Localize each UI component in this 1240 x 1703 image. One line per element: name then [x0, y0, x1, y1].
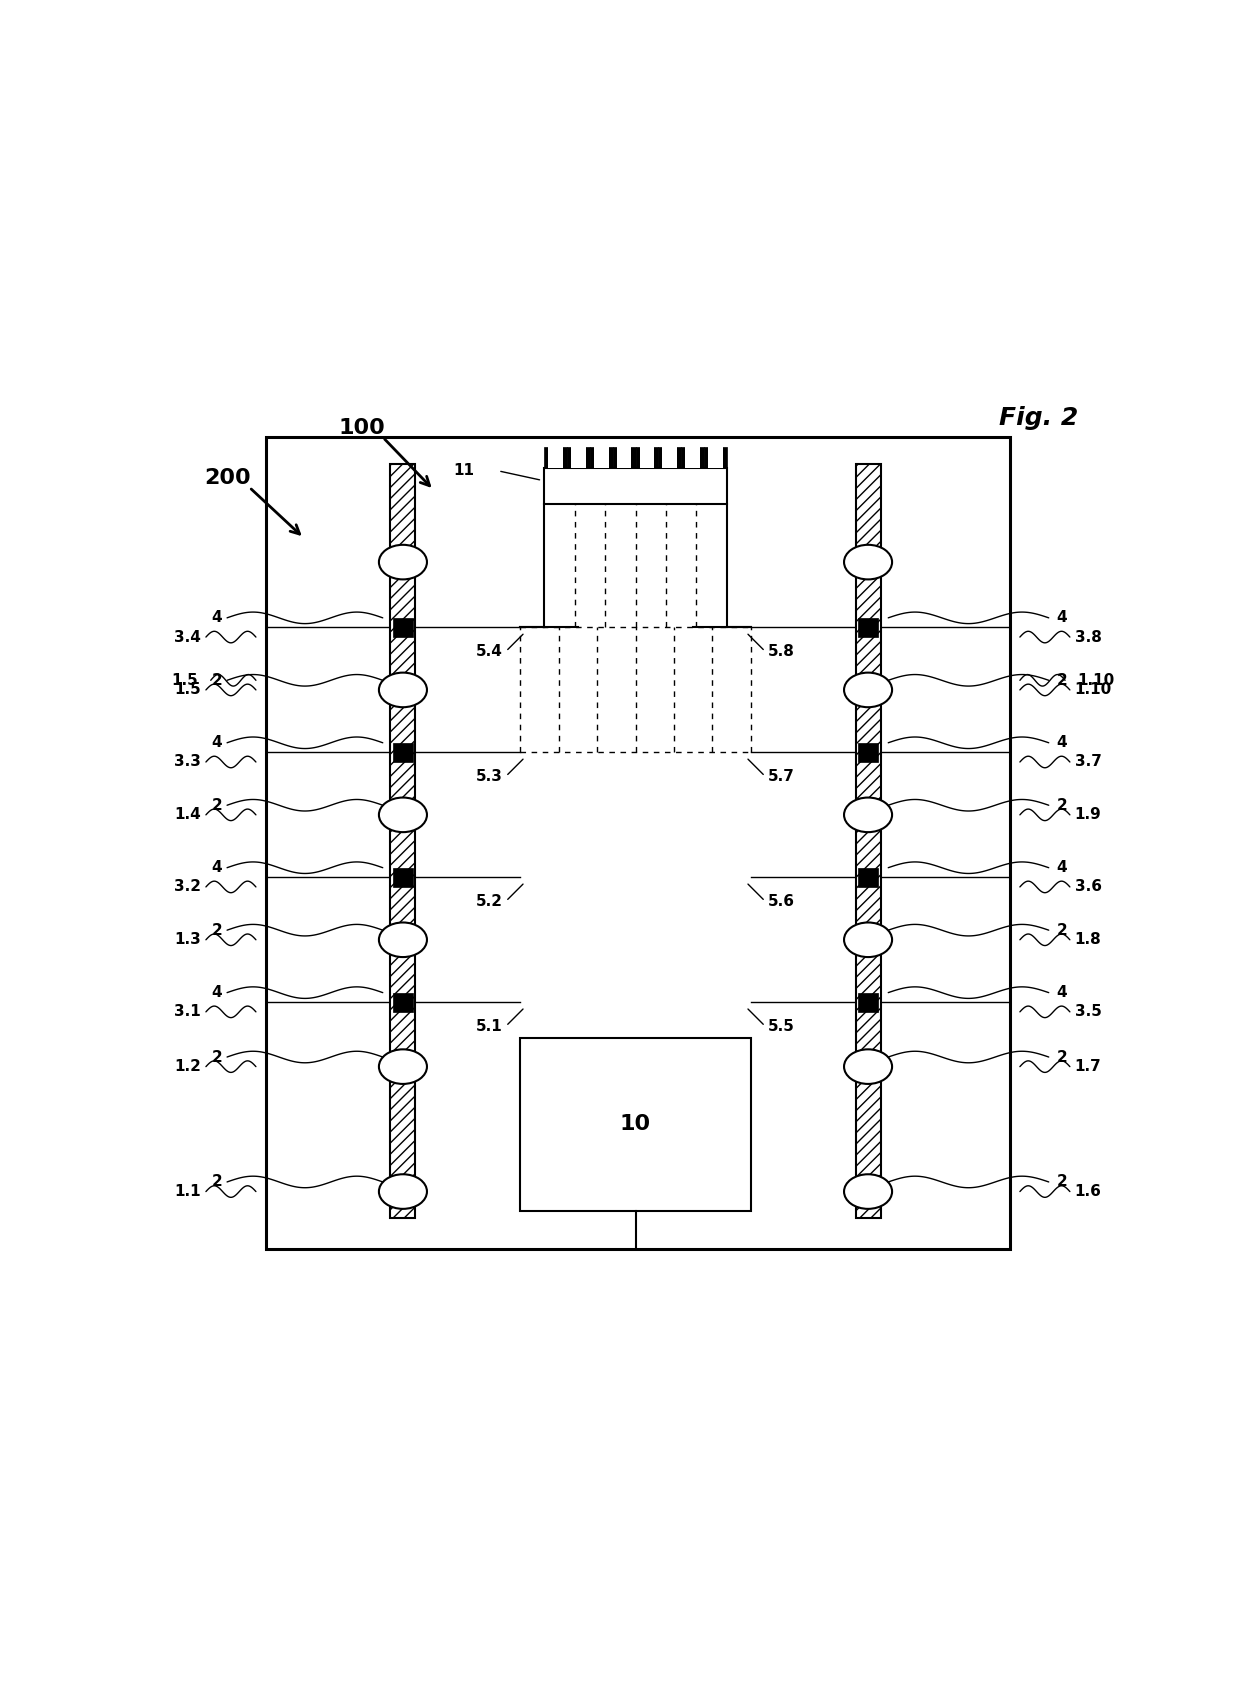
Bar — [521, 1037, 751, 1211]
Text: 10: 10 — [620, 1114, 651, 1134]
Text: 3.5: 3.5 — [1075, 1005, 1101, 1020]
Text: 3.3: 3.3 — [175, 754, 201, 770]
Ellipse shape — [379, 1049, 427, 1083]
Ellipse shape — [844, 923, 892, 957]
Text: 2: 2 — [212, 673, 222, 688]
Text: 4: 4 — [1056, 984, 1068, 1000]
Bar — [704, 446, 727, 468]
Text: 2: 2 — [212, 1175, 222, 1189]
Text: 2: 2 — [212, 923, 222, 938]
Text: 4: 4 — [212, 984, 222, 1000]
Text: 1.9: 1.9 — [1075, 807, 1101, 823]
Bar — [640, 446, 655, 468]
Bar — [858, 869, 878, 887]
Text: 5.6: 5.6 — [768, 894, 795, 909]
Ellipse shape — [844, 1049, 892, 1083]
Text: 2: 2 — [1056, 1175, 1068, 1189]
Text: 2: 2 — [212, 1049, 222, 1064]
Text: 1.4: 1.4 — [175, 807, 201, 823]
Text: 5.4: 5.4 — [476, 644, 503, 659]
Text: 1.5: 1.5 — [171, 673, 198, 688]
Bar — [708, 446, 723, 468]
Text: 3.8: 3.8 — [1075, 630, 1101, 644]
Text: 100: 100 — [339, 417, 384, 438]
Text: 1.5: 1.5 — [175, 683, 201, 698]
Text: 3.4: 3.4 — [175, 630, 201, 644]
Bar — [393, 618, 413, 637]
Text: 200: 200 — [203, 468, 250, 489]
Ellipse shape — [844, 673, 892, 707]
Text: 5.1: 5.1 — [476, 1018, 503, 1034]
Text: 5.2: 5.2 — [476, 894, 503, 909]
Text: 4: 4 — [1056, 860, 1068, 875]
Bar — [858, 618, 878, 637]
Bar — [613, 446, 635, 468]
Bar — [681, 446, 704, 468]
Text: 2: 2 — [1056, 797, 1068, 812]
Ellipse shape — [379, 673, 427, 707]
Bar — [544, 446, 567, 468]
Bar — [686, 446, 699, 468]
Text: 3.6: 3.6 — [1075, 879, 1101, 894]
Bar — [590, 446, 613, 468]
Bar — [548, 446, 563, 468]
Text: 2: 2 — [1056, 673, 1068, 688]
Bar — [616, 446, 631, 468]
Bar — [658, 446, 681, 468]
Text: 5.5: 5.5 — [768, 1018, 795, 1034]
Bar — [391, 465, 415, 1218]
Text: 2: 2 — [1056, 923, 1068, 938]
Bar — [544, 468, 727, 504]
Text: 4: 4 — [212, 860, 222, 875]
Bar — [858, 743, 878, 761]
Text: 5.7: 5.7 — [768, 770, 795, 783]
Text: 3.1: 3.1 — [175, 1005, 201, 1020]
Bar — [393, 869, 413, 887]
Text: 4: 4 — [1056, 736, 1068, 751]
Bar — [662, 446, 677, 468]
Bar — [567, 446, 590, 468]
Text: 2: 2 — [1056, 1049, 1068, 1064]
Bar — [393, 993, 413, 1012]
Bar — [856, 465, 880, 1218]
Text: 3.7: 3.7 — [1075, 754, 1101, 770]
Text: 1.6: 1.6 — [1075, 1184, 1101, 1199]
Text: 1.8: 1.8 — [1075, 932, 1101, 947]
Bar — [572, 446, 585, 468]
Text: 4: 4 — [212, 736, 222, 751]
Text: Fig. 2: Fig. 2 — [999, 405, 1079, 429]
Bar — [635, 446, 658, 468]
Bar — [858, 993, 878, 1012]
Ellipse shape — [379, 1175, 427, 1209]
Text: 1.3: 1.3 — [175, 932, 201, 947]
Ellipse shape — [379, 797, 427, 833]
Ellipse shape — [844, 545, 892, 579]
Ellipse shape — [379, 923, 427, 957]
Bar — [594, 446, 609, 468]
Text: 1.10: 1.10 — [1078, 673, 1115, 688]
Text: 1.2: 1.2 — [175, 1059, 201, 1075]
Text: 1.1: 1.1 — [175, 1184, 201, 1199]
Bar — [393, 743, 413, 761]
Bar — [265, 438, 1011, 1250]
Ellipse shape — [844, 797, 892, 833]
Text: 2: 2 — [212, 797, 222, 812]
Text: 1.10: 1.10 — [1075, 683, 1112, 698]
Text: 1.7: 1.7 — [1075, 1059, 1101, 1075]
Text: 4: 4 — [1056, 610, 1068, 625]
Text: 5.8: 5.8 — [768, 644, 795, 659]
Text: 4: 4 — [212, 610, 222, 625]
Ellipse shape — [844, 1175, 892, 1209]
Text: 3.2: 3.2 — [174, 879, 201, 894]
Ellipse shape — [379, 545, 427, 579]
Text: 11: 11 — [453, 463, 474, 479]
Text: 5.3: 5.3 — [476, 770, 503, 783]
